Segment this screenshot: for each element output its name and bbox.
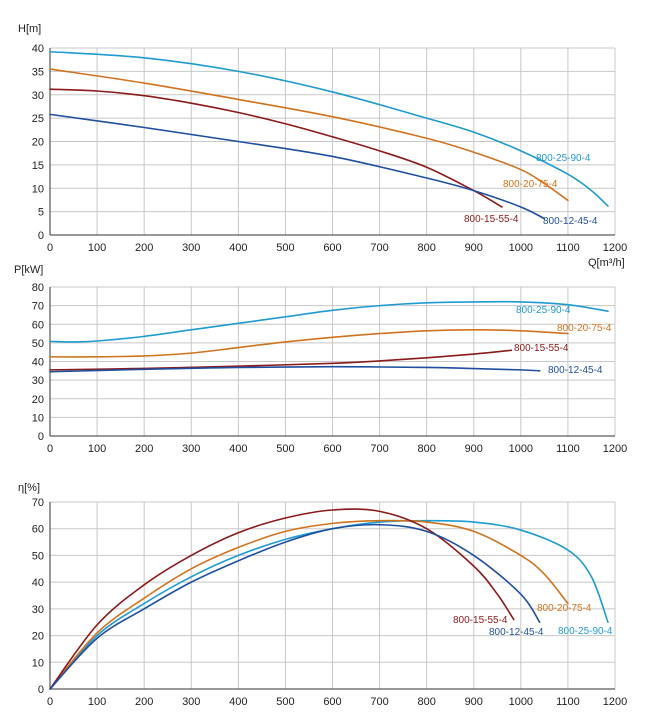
x-tick-label: 1100 xyxy=(556,696,580,708)
x-tick-label: 900 xyxy=(465,696,483,708)
y-tick-label: 40 xyxy=(32,43,44,55)
x-tick-label: 100 xyxy=(88,696,106,708)
y-tick-label: 35 xyxy=(32,66,44,78)
y-tick-label: 30 xyxy=(32,604,44,616)
x-tick-label: 1000 xyxy=(509,443,533,455)
x-tick-label: 600 xyxy=(323,242,341,254)
series-line-800-12-45-4 xyxy=(49,365,541,373)
x-tick-label: 700 xyxy=(370,696,388,708)
y-tick-label: 20 xyxy=(32,137,44,149)
series-label-800-20-75-4: 800-20-75-4 xyxy=(503,179,558,190)
chart-panel-1: 0 100 200 300 400 500 600 700 800 900 1000 1100 1200… xyxy=(14,264,627,455)
y-tick-label: 10 xyxy=(32,412,44,424)
series-label-800-15-55-4: 800-15-55-4 xyxy=(514,343,569,354)
series-label-800-12-45-4: 800-12-45-4 xyxy=(543,216,598,227)
y-tick-label: 5 xyxy=(38,207,44,219)
y-tick-label: 60 xyxy=(32,319,44,331)
x-tick-label: 400 xyxy=(229,443,247,455)
x-tick-label: 1000 xyxy=(509,242,533,254)
y-axis-label: H[m] xyxy=(18,23,41,35)
x-axis-label: Q[m³/h] xyxy=(588,257,625,269)
series-label-800-20-75-4: 800-20-75-4 xyxy=(557,323,612,334)
y-tick-label: 0 xyxy=(38,431,44,443)
series-line-800-15-55-4 xyxy=(49,508,515,690)
x-tick-label: 200 xyxy=(135,443,153,455)
series-line-800-20-75-4 xyxy=(49,519,569,690)
series-label-800-20-75-4: 800-20-75-4 xyxy=(537,603,592,614)
y-axis-label: η[%] xyxy=(18,482,40,494)
x-tick-label: 300 xyxy=(182,242,200,254)
y-tick-label: 0 xyxy=(38,230,44,242)
x-tick-label: 1000 xyxy=(509,696,533,708)
x-tick-label: 1200 xyxy=(603,443,627,455)
series-label-800-12-45-4: 800-12-45-4 xyxy=(489,627,544,638)
y-axis-label: P[kW] xyxy=(14,264,43,276)
x-tick-label: 500 xyxy=(276,242,294,254)
series-label-800-25-90-4: 800-25-90-4 xyxy=(558,626,613,637)
chart-panel-2: 0 100 200 300 400 500 600 700 800 900 1000 1100 1200… xyxy=(18,482,627,708)
y-tick-label: 50 xyxy=(32,550,44,562)
x-tick-label: 100 xyxy=(88,443,106,455)
x-tick-label: 200 xyxy=(135,696,153,708)
x-tick-label: 500 xyxy=(276,443,294,455)
x-tick-label: 1200 xyxy=(603,242,627,254)
series-label-800-25-90-4: 800-25-90-4 xyxy=(516,305,571,316)
y-tick-label: 30 xyxy=(32,90,44,102)
x-tick-label: 800 xyxy=(417,242,435,254)
y-tick-label: 0 xyxy=(38,684,44,696)
x-tick-label: 400 xyxy=(229,696,247,708)
series-line-800-12-45-4 xyxy=(49,523,541,690)
series-line-800-15-55-4 xyxy=(49,349,513,371)
x-tick-label: 0 xyxy=(47,443,53,455)
x-tick-label: 300 xyxy=(182,443,200,455)
series-line-800-15-55-4 xyxy=(49,88,503,208)
series-line-800-20-75-4 xyxy=(49,329,569,358)
series-line-800-12-45-4 xyxy=(49,113,546,220)
x-tick-label: 200 xyxy=(135,242,153,254)
x-tick-label: 0 xyxy=(47,696,53,708)
x-tick-label: 1100 xyxy=(556,242,580,254)
x-tick-label: 700 xyxy=(370,443,388,455)
x-tick-label: 600 xyxy=(323,443,341,455)
x-tick-label: 800 xyxy=(417,696,435,708)
y-tick-label: 40 xyxy=(32,577,44,589)
y-tick-label: 10 xyxy=(32,657,44,669)
x-tick-label: 600 xyxy=(323,696,341,708)
x-tick-label: 800 xyxy=(417,443,435,455)
y-tick-label: 70 xyxy=(32,301,44,313)
y-tick-label: 25 xyxy=(32,113,44,125)
series-label-800-12-45-4: 800-12-45-4 xyxy=(548,365,603,376)
x-tick-label: 900 xyxy=(465,443,483,455)
y-tick-label: 10 xyxy=(32,183,44,195)
y-tick-label: 30 xyxy=(32,375,44,387)
y-tick-label: 20 xyxy=(32,631,44,643)
y-tick-label: 20 xyxy=(32,394,44,406)
y-tick-label: 60 xyxy=(32,524,44,536)
series-line-800-25-90-4 xyxy=(49,300,609,343)
series-line-800-25-90-4 xyxy=(49,50,609,207)
series-line-800-20-75-4 xyxy=(49,68,569,202)
chart-panel-0: 0 100 200 300 400 500 600 700 800 900 1000 1100 1200… xyxy=(18,23,627,269)
y-tick-label: 40 xyxy=(32,357,44,369)
y-tick-label: 70 xyxy=(32,497,44,509)
x-tick-label: 1100 xyxy=(556,443,580,455)
series-label-800-25-90-4: 800-25-90-4 xyxy=(536,153,591,164)
series-label-800-15-55-4: 800-15-55-4 xyxy=(464,214,519,225)
y-tick-label: 15 xyxy=(32,160,44,172)
y-tick-label: 80 xyxy=(32,282,44,294)
x-tick-label: 700 xyxy=(370,242,388,254)
y-tick-label: 50 xyxy=(32,338,44,350)
x-tick-label: 400 xyxy=(229,242,247,254)
x-tick-label: 900 xyxy=(465,242,483,254)
x-tick-label: 100 xyxy=(88,242,106,254)
x-tick-label: 0 xyxy=(47,242,53,254)
x-tick-label: 300 xyxy=(182,696,200,708)
series-label-800-15-55-4: 800-15-55-4 xyxy=(453,615,508,626)
x-tick-label: 1200 xyxy=(603,696,627,708)
x-tick-label: 500 xyxy=(276,696,294,708)
